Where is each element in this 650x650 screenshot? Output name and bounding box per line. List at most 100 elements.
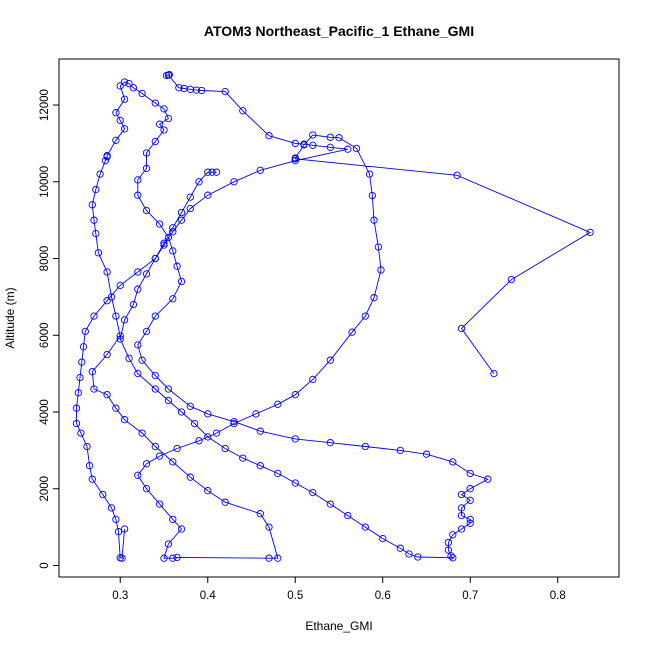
data-point — [177, 277, 186, 286]
data-point — [344, 145, 352, 153]
data-point — [81, 327, 89, 336]
data-point — [72, 419, 81, 428]
y-tick-label: 6000 — [39, 322, 51, 348]
data-point — [239, 107, 247, 115]
data-point — [138, 89, 146, 98]
data-point — [85, 462, 94, 470]
y-axis-label: Altitude (m) — [3, 287, 17, 348]
plot-frame — [58, 58, 620, 578]
data-point — [142, 149, 151, 157]
data-point — [134, 176, 142, 184]
data-point — [256, 166, 264, 174]
data-point — [186, 473, 194, 481]
data-point — [77, 429, 85, 437]
data-point — [507, 275, 516, 284]
data-point — [396, 446, 404, 455]
data-point — [160, 126, 168, 134]
data-point — [169, 224, 177, 232]
data-point — [78, 358, 86, 366]
data-point — [164, 396, 173, 405]
data-point — [169, 554, 177, 562]
data-point — [155, 452, 164, 460]
data-point — [256, 462, 264, 470]
data-point — [151, 385, 159, 393]
data-point — [88, 368, 96, 376]
data-point — [365, 170, 374, 178]
data-point — [186, 402, 194, 410]
data-point — [368, 191, 376, 200]
data-point — [175, 84, 183, 92]
data-point — [457, 490, 466, 499]
data-point — [90, 216, 98, 224]
y-tick-label: 12000 — [39, 89, 51, 121]
data-point — [88, 201, 96, 209]
data-point — [116, 332, 124, 340]
data-point — [212, 168, 221, 176]
x-tick-label: 0.3 — [112, 590, 128, 602]
data-point — [309, 131, 317, 139]
data-point — [142, 485, 151, 493]
data-point — [103, 152, 111, 160]
data-point — [309, 141, 317, 149]
data-point — [377, 266, 385, 274]
data-point — [72, 404, 81, 412]
data-point — [309, 375, 317, 384]
data-point — [361, 312, 369, 320]
data-point — [120, 525, 129, 533]
data-point — [160, 105, 168, 113]
data-point — [230, 419, 238, 428]
data-point — [274, 554, 282, 562]
data-point — [151, 137, 159, 146]
data-point — [129, 300, 138, 309]
data-point — [204, 433, 212, 441]
data-point — [90, 312, 98, 320]
data-point — [586, 228, 594, 237]
data-point — [484, 475, 492, 483]
data-point — [107, 293, 116, 301]
data-point — [114, 528, 123, 536]
data-point — [457, 504, 466, 512]
x-axis-label: Ethane_GMI — [305, 619, 372, 633]
series-line-1 — [91, 81, 592, 559]
data-point — [252, 410, 260, 418]
y-axis: 0 2000 4000 6000 8000 10000 12000 — [39, 89, 60, 569]
data-point — [120, 316, 129, 324]
data-point — [88, 475, 96, 483]
data-point — [212, 429, 221, 437]
data-point — [138, 429, 146, 437]
data-point — [120, 125, 129, 133]
data-point — [112, 109, 120, 117]
data-point — [344, 511, 352, 520]
data-point — [326, 143, 334, 151]
data-point — [169, 515, 177, 524]
data-point — [466, 469, 474, 478]
data-point — [204, 410, 212, 418]
data-point — [449, 531, 457, 539]
data-point — [195, 178, 203, 186]
series-points — [72, 71, 594, 562]
data-point — [177, 208, 186, 217]
data-point — [221, 87, 229, 96]
data-point — [274, 469, 282, 478]
data-point — [125, 79, 133, 88]
data-point — [326, 356, 334, 364]
data-point — [142, 206, 151, 215]
data-point — [112, 404, 120, 412]
data-point — [177, 525, 186, 533]
data-point — [405, 550, 413, 558]
data-point — [101, 157, 110, 165]
data-point — [134, 471, 142, 479]
data-point — [300, 140, 308, 148]
data-point — [103, 391, 111, 399]
data-point — [195, 437, 203, 445]
data-point — [164, 71, 173, 79]
data-point — [221, 444, 229, 453]
data-point — [116, 116, 124, 125]
data-point — [155, 220, 164, 228]
data-point — [379, 534, 387, 543]
data-point — [112, 136, 120, 144]
data-point — [151, 371, 159, 380]
data-point — [177, 408, 186, 416]
data-point — [120, 95, 129, 103]
